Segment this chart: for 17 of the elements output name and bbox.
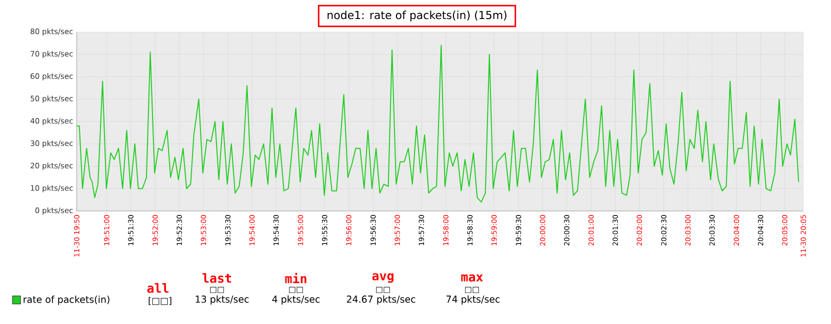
text: 74 pkts/sec [446, 295, 500, 305]
text: □□ [289, 286, 303, 294]
text: 24.67 pkts/sec [346, 295, 416, 305]
text: 13 pkts/sec [196, 295, 249, 305]
text: □□ [465, 286, 479, 294]
text: □□ [376, 286, 390, 294]
text: 4 pkts/sec [272, 295, 320, 305]
text: avg [372, 273, 394, 283]
text: □□ [210, 286, 224, 294]
text: last [202, 273, 232, 283]
text: all [147, 283, 168, 293]
line-series [76, 44, 800, 203]
text: min [285, 272, 306, 284]
legend-label: rate of packets(in) [24, 296, 110, 305]
chart-title: node1: rate of packets(in) (15m) [328, 10, 506, 22]
text: [□□] [148, 296, 172, 306]
text: max [461, 274, 483, 282]
